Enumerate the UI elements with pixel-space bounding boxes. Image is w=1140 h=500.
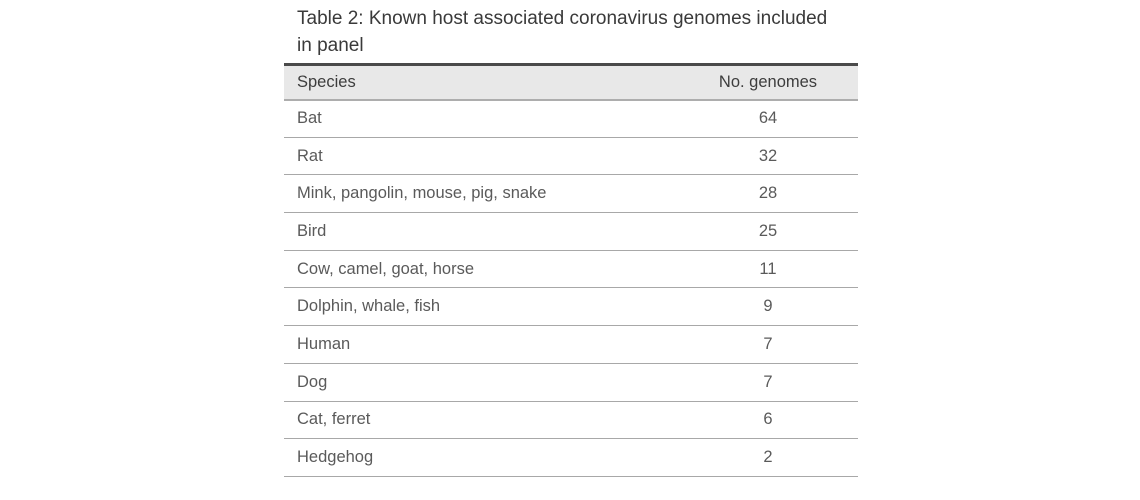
table-body: Bat 64 Rat 32 Mink, pangolin, mouse, pig, sn…: [284, 99, 858, 477]
table-row: Bird 25: [284, 212, 858, 251]
genomes-count-cell: 25: [678, 212, 858, 251]
genomes-count-cell: 9: [678, 287, 858, 327]
table-row: Cat, ferret 6: [284, 401, 858, 440]
species-cell: Human: [284, 325, 678, 364]
genomes-count-cell: 7: [678, 325, 858, 364]
table-row: Hedgehog 2: [284, 438, 858, 477]
species-cell: Dolphin, whale, fish: [284, 287, 678, 327]
column-header-species: Species: [284, 64, 678, 101]
genomes-count-cell: 11: [678, 250, 858, 289]
species-cell: Cat, ferret: [284, 401, 678, 440]
table-row: Dog 7: [284, 363, 858, 402]
species-cell: Bat: [284, 99, 678, 138]
table-row: Bat 64: [284, 99, 858, 138]
table-section: Table 2: Known host associated coronavir…: [284, 0, 858, 477]
species-cell: Bird: [284, 212, 678, 251]
genomes-count-cell: 7: [678, 363, 858, 402]
table-row: Human 7: [284, 325, 858, 364]
host-genomes-table: Species No. genomes Bat 64 Rat 32 Mink, pang…: [284, 63, 858, 477]
genomes-count-cell: 2: [678, 438, 858, 477]
table-row: Mink, pangolin, mouse, pig, snake 28: [284, 174, 858, 214]
table-header-row: Species No. genomes: [284, 64, 858, 101]
species-cell: Mink, pangolin, mouse, pig, snake: [284, 174, 678, 214]
species-cell: Hedgehog: [284, 438, 678, 477]
table-row: Rat 32: [284, 137, 858, 176]
genomes-count-cell: 6: [678, 401, 858, 440]
table-row: Cow, camel, goat, horse 11: [284, 250, 858, 289]
species-cell: Dog: [284, 363, 678, 402]
genomes-count-cell: 32: [678, 137, 858, 176]
column-header-no-genomes: No. genomes: [678, 64, 858, 101]
table-caption: Table 2: Known host associated coronavir…: [297, 8, 828, 56]
species-cell: Rat: [284, 137, 678, 176]
species-cell: Cow, camel, goat, horse: [284, 250, 678, 289]
genomes-count-cell: 28: [678, 174, 858, 214]
genomes-count-cell: 64: [678, 99, 858, 138]
table-row: Dolphin, whale, fish 9: [284, 287, 858, 327]
